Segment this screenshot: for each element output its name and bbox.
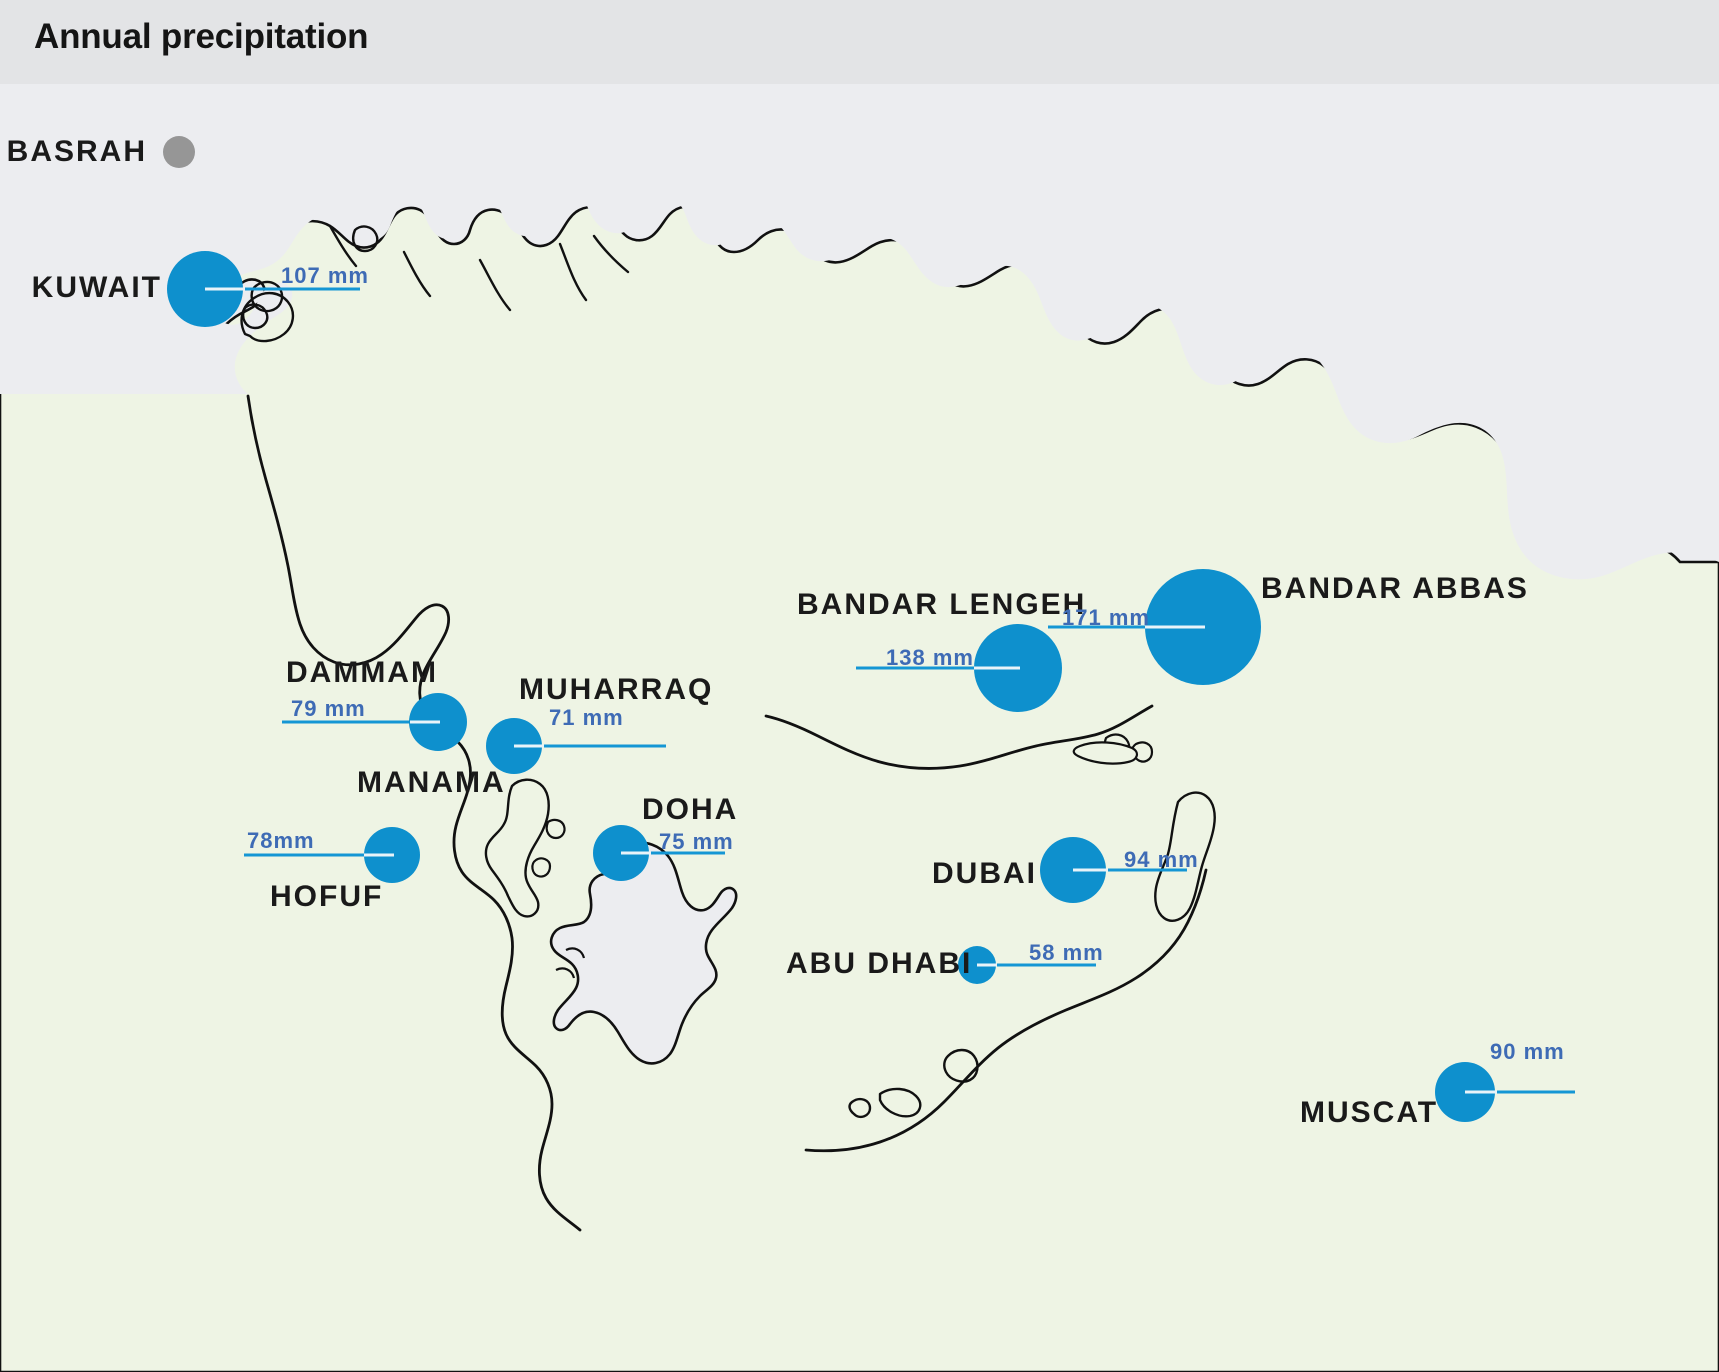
value-label-bandar-abbas: 171 mm <box>1062 605 1150 630</box>
qatar-west-inlet-1 <box>565 947 586 959</box>
value-label-kuwait: 107 mm <box>281 263 369 288</box>
bahrain-group <box>484 778 566 918</box>
inlet-line-d <box>558 242 588 302</box>
leader-line-muscat <box>1465 1090 1575 1094</box>
city-label-bandar-lengeh: BANDAR LENGEH <box>797 588 1087 621</box>
abu-dhabi-lagoon <box>943 1048 979 1083</box>
leader-line-over-hofuf <box>364 853 394 857</box>
sea-overlay-group <box>0 84 1719 580</box>
leader-line-muharraq <box>514 744 666 748</box>
inlet-line-a <box>328 224 358 268</box>
leader-line-hofuf <box>244 853 392 857</box>
leader-line-bandar-lengeh <box>856 666 1018 670</box>
city-label-dammam: DAMMAM <box>286 656 438 689</box>
leader-line-over-kuwait <box>205 287 245 291</box>
value-label-muscat: 90 mm <box>1490 1039 1565 1064</box>
leader-line-bandar-abbas <box>1048 625 1203 629</box>
qatar-land <box>549 841 738 1065</box>
city-label-hofuf: HOFUF <box>270 880 384 913</box>
uae-coast-detail-group <box>848 1048 979 1119</box>
header-bar: Annual precipitation <box>0 0 1719 84</box>
qeshm-island <box>1072 741 1138 765</box>
leader-line-over-muharraq <box>514 744 544 748</box>
leader-line-over-dammam <box>410 720 440 724</box>
value-label-doha: 75 mm <box>659 829 734 854</box>
inlet-line-b <box>402 250 432 298</box>
bahrain-islet-b <box>531 857 552 878</box>
sea-overlay-north <box>0 84 1719 580</box>
city-label-dubai: DUBAI <box>932 857 1037 890</box>
value-label-bandar-lengeh: 138 mm <box>886 645 974 670</box>
iran-south-coast <box>764 704 1154 770</box>
leader-line-over-dubai <box>1073 868 1108 872</box>
inlet-line-c <box>478 258 512 312</box>
bahrain-main-island <box>484 778 550 918</box>
northern-island-1 <box>351 225 379 253</box>
leader-line-over-muscat <box>1465 1090 1497 1094</box>
musandam-peninsula <box>1154 791 1216 922</box>
leader-line-abu-dhabi <box>977 963 1096 967</box>
city-label-muharraq: MUHARRAQ <box>519 673 714 706</box>
coastline-detail-group <box>240 224 630 343</box>
uae-coast-islets <box>878 1087 922 1118</box>
uae-oman-coast <box>804 868 1208 1153</box>
value-label-abu-dhabi: 58 mm <box>1029 940 1104 965</box>
coastline-main-group <box>246 394 1208 1232</box>
saudi-west-coast <box>246 394 582 1232</box>
leader-line-over-doha <box>621 851 651 855</box>
qatar-peninsula-group <box>549 841 738 1065</box>
uae-coast-islet-2 <box>848 1097 872 1119</box>
leader-line-dammam <box>282 720 438 724</box>
northern-island-2 <box>241 303 269 330</box>
city-label-abu-dhabi: ABU DHABI <box>786 947 973 980</box>
value-label-muharraq: 71 mm <box>549 705 624 730</box>
leader-line-kuwait <box>205 287 360 291</box>
city-label-basrah: BASRAH <box>6 135 147 168</box>
city-label-bandar-abbas: BANDAR ABBAS <box>1261 572 1529 605</box>
city-label-doha: DOHA <box>642 793 739 826</box>
leader-line-doha <box>621 851 725 855</box>
inlet-line-e <box>592 234 630 274</box>
leader-line-dubai <box>1073 868 1187 872</box>
leader-line-over-abu-dhabi <box>977 963 997 967</box>
value-label-dammam: 79 mm <box>291 696 366 721</box>
page-title: Annual precipitation <box>34 17 369 56</box>
map-canvas <box>0 84 1719 1372</box>
city-label-kuwait: KUWAIT <box>31 271 162 304</box>
city-label-muscat: MUSCAT <box>1300 1096 1439 1129</box>
leader-line-over-bandar-lengeh <box>974 666 1020 670</box>
qatar-west-inlet-2 <box>555 967 576 979</box>
city-label-manama: MANAMA <box>357 766 506 799</box>
bubble-basrah[interactable] <box>163 136 195 168</box>
value-label-hofuf: 78mm <box>247 828 315 853</box>
value-label-dubai: 94 mm <box>1124 847 1199 872</box>
bahrain-islet-a <box>545 818 566 840</box>
leader-line-over-bandar-abbas <box>1145 625 1205 629</box>
hormuz-detail-group <box>1072 733 1216 922</box>
